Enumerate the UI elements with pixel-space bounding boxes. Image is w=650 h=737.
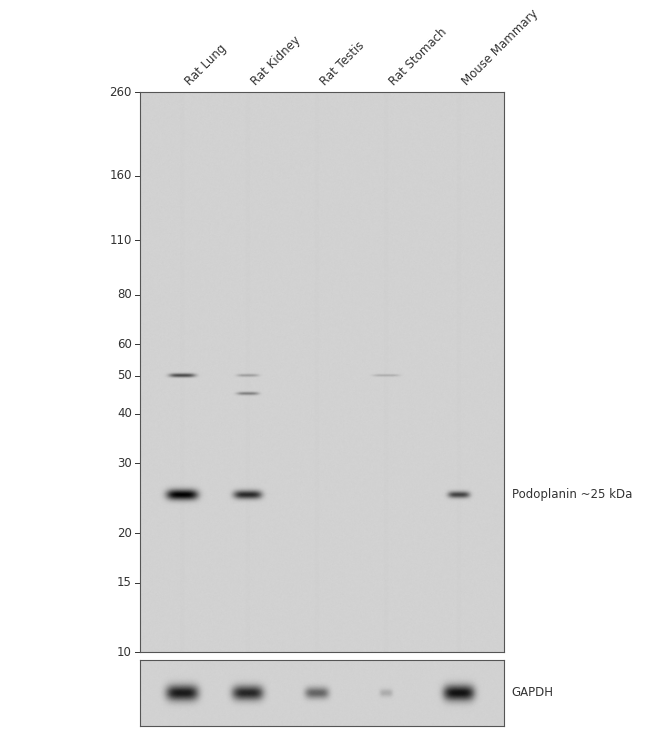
Text: 50: 50 — [117, 369, 132, 382]
Text: 60: 60 — [117, 338, 132, 351]
Text: 160: 160 — [110, 169, 132, 182]
Text: 80: 80 — [117, 288, 132, 301]
Text: 30: 30 — [117, 457, 132, 470]
Text: 110: 110 — [110, 234, 132, 246]
Text: Podoplanin ~25 kDa: Podoplanin ~25 kDa — [512, 488, 632, 501]
Text: GAPDH: GAPDH — [512, 686, 554, 699]
Text: 260: 260 — [110, 85, 132, 99]
Text: 20: 20 — [117, 526, 132, 539]
Text: Rat Lung: Rat Lung — [183, 42, 229, 88]
Text: 10: 10 — [117, 646, 132, 659]
Text: 40: 40 — [117, 408, 132, 420]
Text: Rat Kidney: Rat Kidney — [248, 34, 303, 88]
Text: 15: 15 — [117, 576, 132, 589]
Text: Mouse Mammary: Mouse Mammary — [460, 7, 541, 88]
Text: Rat Stomach: Rat Stomach — [387, 26, 449, 88]
Text: Rat Testis: Rat Testis — [318, 39, 367, 88]
